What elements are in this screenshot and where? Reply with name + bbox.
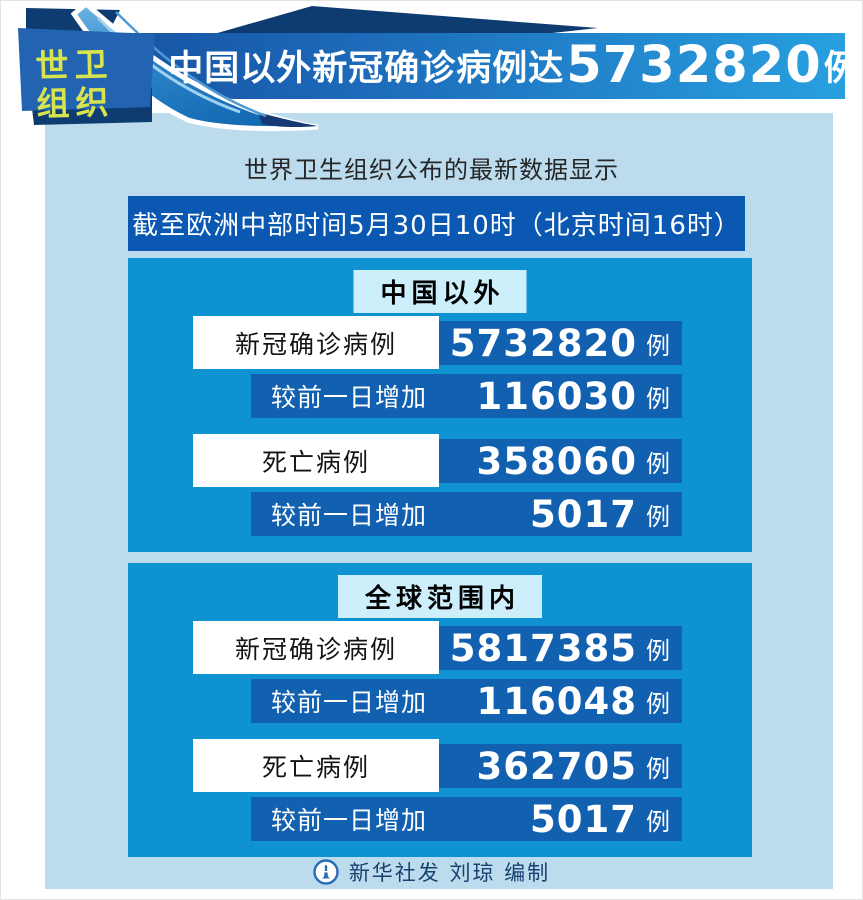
stat-value-wrap: 5017 例 (530, 493, 670, 536)
stat-value: 358060 (476, 439, 637, 483)
stat-unit: 例 (646, 449, 670, 478)
stat-label-box-deaths: 死亡病例 (193, 434, 439, 487)
headline: 中国以外新冠确诊病例达 5732820 例 (168, 33, 858, 97)
stat-unit: 例 (646, 807, 670, 836)
stat-label: 较前一日增加 (271, 383, 428, 412)
stat-label-box-confirmed: 新冠确诊病例 (193, 621, 439, 674)
intro-text: 世界卫生组织公布的最新数据显示 (244, 156, 619, 184)
stat-row-deaths: 358060 例 (439, 439, 682, 483)
section-label: 中国以外 (353, 270, 527, 313)
header-ribbon-graphic (18, 0, 845, 132)
swoosh-streak (115, 11, 267, 118)
stat-unit: 例 (646, 689, 670, 718)
stat-unit: 例 (646, 636, 670, 665)
stat-value: 362705 (476, 744, 637, 788)
section-global: 全球范围内 新冠确诊病例 5817385 例 较前一日增加 116048 例 死… (128, 563, 752, 857)
banner-bar (58, 33, 845, 99)
stat-unit: 例 (646, 384, 670, 413)
stat-label-box-deaths: 死亡病例 (193, 739, 439, 792)
stat-value: 116048 (476, 679, 637, 723)
who-badge: 世卫 组织 (34, 44, 157, 124)
stat-value-wrap: 116048 例 (477, 680, 670, 723)
stat-row-confirmed-increase: 较前一日增加 116030 例 (251, 374, 682, 418)
stat-value: 5017 (530, 492, 637, 536)
headline-suffix: 例 (823, 48, 860, 89)
stat-row-deaths-increase: 较前一日增加 5017 例 (251, 797, 682, 841)
stat-row-confirmed: 5817385 例 (439, 626, 682, 670)
footer-credit-line: 新华社发 刘琼 编制 (0, 857, 863, 887)
who-badge-line2: 组织 (35, 82, 115, 124)
footer-credit: 新华社发 刘琼 编制 (348, 861, 551, 885)
stat-row-confirmed: 5732820 例 (439, 321, 682, 365)
timestamp-bar: 截至欧洲中部时间5月30日10时（北京时间16时） (128, 196, 745, 251)
stat-value: 5732820 (449, 321, 637, 365)
stat-value: 116030 (476, 374, 637, 418)
stat-unit: 例 (646, 331, 670, 360)
stat-row-deaths-increase: 较前一日增加 5017 例 (251, 492, 682, 536)
stat-value: 5817385 (449, 626, 637, 670)
stat-label: 较前一日增加 (271, 501, 428, 530)
headline-number: 5732820 (566, 35, 822, 95)
stat-row-deaths: 362705 例 (439, 744, 682, 788)
headline-prefix: 中国以外新冠确诊病例达 (168, 48, 565, 89)
section-label: 全球范围内 (337, 575, 543, 618)
stat-label-box-confirmed: 新冠确诊病例 (193, 316, 439, 369)
badge-plate (18, 28, 155, 111)
stat-value-wrap: 5017 例 (530, 798, 670, 841)
section-outside-china: 中国以外 新冠确诊病例 5732820 例 较前一日增加 116030 例 死亡… (128, 258, 752, 552)
stat-value: 5017 (530, 797, 637, 841)
stat-unit: 例 (646, 754, 670, 783)
swoosh-tip (258, 112, 318, 128)
stat-label: 较前一日增加 (271, 688, 428, 717)
who-badge-line1: 世卫 (34, 44, 114, 86)
stat-row-confirmed-increase: 较前一日增加 116048 例 (251, 679, 682, 723)
stat-value-wrap: 116030 例 (477, 375, 670, 418)
xinhua-logo-icon (313, 859, 339, 885)
swoosh-streak (96, 16, 241, 114)
stat-label: 较前一日增加 (271, 806, 428, 835)
stat-unit: 例 (646, 502, 670, 531)
